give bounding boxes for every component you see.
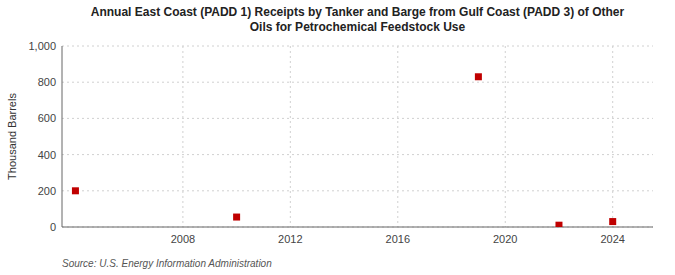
chart-container: Annual East Coast (PADD 1) Receipts by T… bbox=[0, 0, 675, 275]
y-tick-label: 200 bbox=[38, 185, 56, 197]
y-tick-label: 1,000 bbox=[28, 40, 56, 52]
chart-svg: Annual East Coast (PADD 1) Receipts by T… bbox=[0, 0, 675, 275]
y-tick-label: 800 bbox=[38, 76, 56, 88]
point bbox=[72, 187, 79, 194]
point bbox=[609, 218, 616, 225]
y-tick-label: 600 bbox=[38, 112, 56, 124]
y-grid-line bbox=[62, 118, 653, 119]
x-grid-line bbox=[182, 46, 183, 227]
x-grid-line bbox=[397, 46, 398, 227]
y-grid-line bbox=[62, 227, 653, 228]
x-tick-label: 2012 bbox=[278, 233, 302, 245]
y-axis-line bbox=[62, 46, 63, 227]
x-tick-label: 2020 bbox=[493, 233, 517, 245]
y-grid-line bbox=[62, 82, 653, 83]
x-tick-label: 2008 bbox=[171, 233, 195, 245]
title: Annual East Coast (PADD 1) Receipts by T… bbox=[91, 5, 625, 34]
point bbox=[555, 222, 562, 227]
y-grid-line bbox=[62, 190, 653, 191]
point bbox=[475, 73, 482, 80]
x-grid-line bbox=[612, 46, 613, 227]
x-tick-label: 2016 bbox=[386, 233, 410, 245]
y-grid-line bbox=[62, 46, 653, 47]
y-grid-line bbox=[62, 154, 653, 155]
x-tick-label: 2024 bbox=[600, 233, 624, 245]
x-grid-line bbox=[290, 46, 291, 227]
x-grid-line bbox=[505, 46, 506, 227]
y-tick-label: 400 bbox=[38, 149, 56, 161]
y-tick-label: 0 bbox=[50, 221, 56, 233]
point bbox=[233, 214, 240, 221]
grid bbox=[62, 46, 653, 227]
y-axis-label: Thousand Barrels bbox=[6, 93, 18, 180]
points bbox=[72, 73, 616, 227]
x-axis-line bbox=[62, 227, 653, 228]
background bbox=[0, 0, 675, 275]
source-note: Source: U.S. Energy Information Administ… bbox=[62, 258, 272, 269]
